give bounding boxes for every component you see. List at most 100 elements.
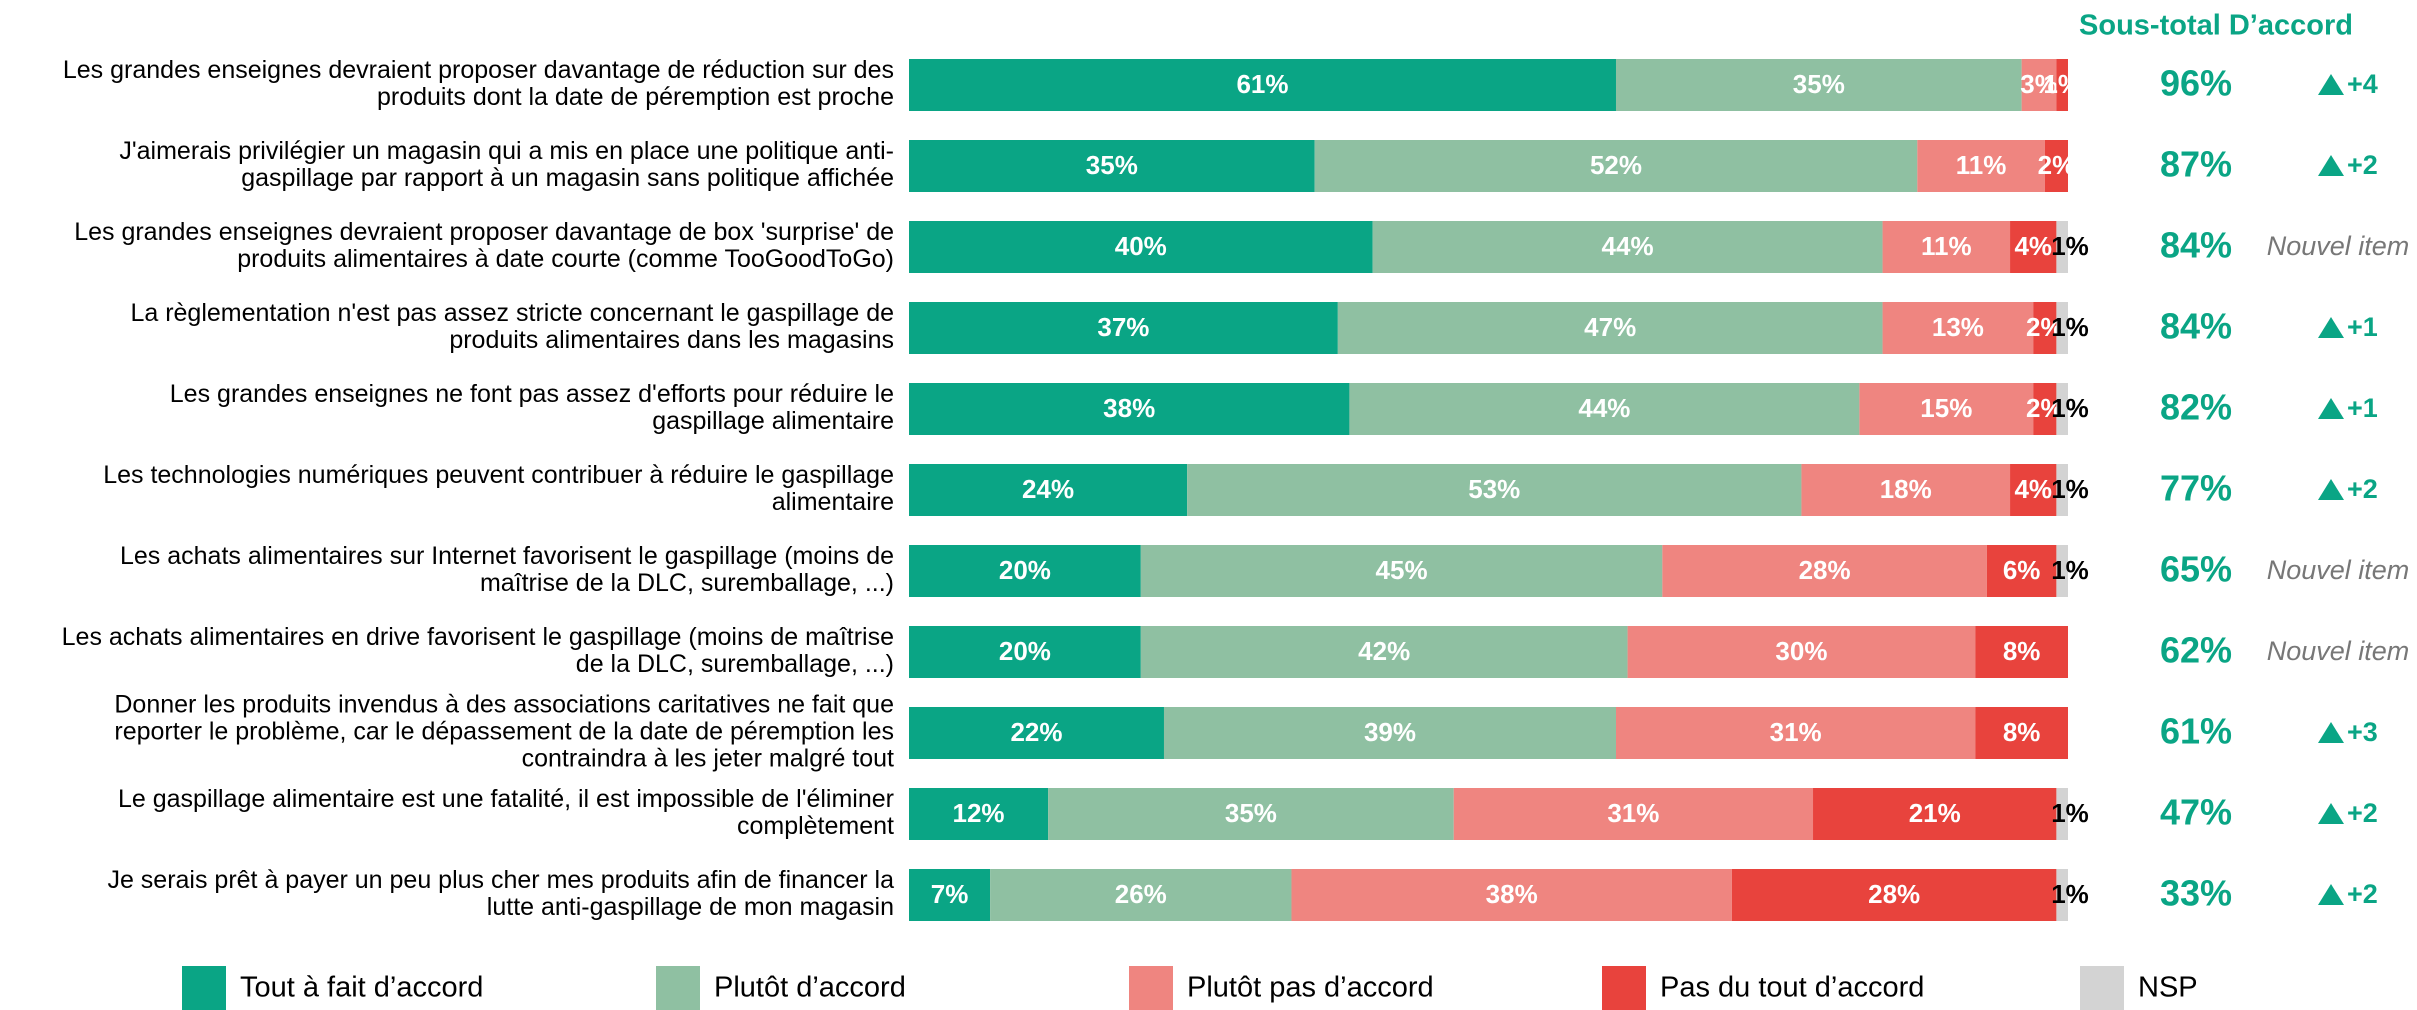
- evolution: Nouvel item: [2267, 555, 2410, 585]
- value-label: 30%: [1775, 636, 1827, 666]
- bar-segment: [990, 869, 1292, 921]
- value-label: 2%: [2038, 150, 2076, 180]
- bar-segment: [1140, 626, 1628, 678]
- value-label: 1%: [2051, 798, 2089, 828]
- category-label: produits dont la date de péremption est …: [377, 83, 894, 111]
- value-label: 1%: [2051, 393, 2089, 423]
- category-label: reporter le problème, car le dépassement…: [114, 718, 894, 746]
- bar-segment: [1917, 140, 2045, 192]
- value-label: 20%: [999, 555, 1051, 585]
- legend-swatch: [656, 966, 700, 1010]
- value-label: 3%: [2020, 69, 2058, 99]
- category-label: Les grandes enseignes devraient proposer…: [63, 56, 894, 84]
- bar-segment: [1986, 545, 2057, 597]
- legend-swatch: [1602, 966, 1646, 1010]
- value-label: 1%: [2051, 312, 2089, 342]
- bar-segment: [1627, 626, 1976, 678]
- evolution: Nouvel item: [2267, 231, 2410, 261]
- evolution: +1: [2347, 312, 2378, 342]
- bar-segment: [1337, 302, 1883, 354]
- bar-segment: [1048, 788, 1454, 840]
- bar-segment: [909, 707, 1164, 759]
- subtotal: 65%: [2160, 549, 2232, 590]
- category-label: gaspillage alimentaire: [652, 407, 894, 435]
- bar-segment: [2010, 221, 2057, 273]
- legend-label: Plutôt d’accord: [714, 972, 906, 1004]
- bar-segment: [909, 545, 1141, 597]
- value-label: 7%: [931, 879, 969, 909]
- bar-segment: [1662, 545, 1987, 597]
- value-label: 38%: [1486, 879, 1538, 909]
- bar-segment: [909, 383, 1350, 435]
- subtotal: 62%: [2160, 630, 2232, 671]
- category-label: contraindra à les jeter malgré tout: [522, 745, 894, 773]
- value-label: 47%: [1584, 312, 1636, 342]
- bar-segment: [909, 464, 1188, 516]
- bar-segment: [909, 788, 1049, 840]
- value-label: 31%: [1770, 717, 1822, 747]
- category-label: J'aimerais privilégier un magasin qui a …: [119, 137, 894, 165]
- bar-segment: [1731, 869, 2057, 921]
- value-label: 44%: [1602, 231, 1654, 261]
- bar-segment: [1372, 221, 1883, 273]
- subtotal: 82%: [2160, 387, 2232, 428]
- category-label: Les achats alimentaires sur Internet fav…: [120, 542, 894, 570]
- value-label: 8%: [2003, 717, 2041, 747]
- value-label: 39%: [1364, 717, 1416, 747]
- subtotal: 47%: [2160, 792, 2232, 833]
- bar-segment: [2044, 140, 2068, 192]
- value-label: 18%: [1880, 474, 1932, 504]
- value-label: 35%: [1086, 150, 1138, 180]
- value-label: 4%: [2014, 231, 2052, 261]
- trend-arrow: [2318, 74, 2344, 95]
- bar-segment: [1801, 464, 2011, 516]
- bar-segment: [1187, 464, 1802, 516]
- category-label: Donner les produits invendus à des assoc…: [114, 691, 894, 719]
- bar-segment: [1615, 707, 1976, 759]
- bar-segment: [2056, 869, 2068, 921]
- category-label: produits alimentaires dans les magasins: [449, 326, 894, 354]
- value-label: 26%: [1115, 879, 1167, 909]
- value-label: 1%: [2051, 474, 2089, 504]
- legend-label: Plutôt pas d’accord: [1187, 972, 1434, 1004]
- value-label: 38%: [1103, 393, 1155, 423]
- subtotal: 77%: [2160, 468, 2232, 509]
- bar-segment: [909, 140, 1315, 192]
- value-label: 35%: [1225, 798, 1277, 828]
- category-label: maîtrise de la DLC, suremballage, ...): [480, 569, 894, 597]
- category-label: Les grandes enseignes devraient proposer…: [74, 218, 894, 246]
- trend-arrow: [2318, 722, 2344, 743]
- category-label: alimentaire: [772, 488, 894, 516]
- value-label: 1%: [2051, 231, 2089, 261]
- category-label: de la DLC, suremballage, ...): [576, 650, 894, 678]
- bar-segment: [2056, 545, 2068, 597]
- category-label: Je serais prêt à payer un peu plus cher …: [107, 866, 894, 894]
- bar-segment: [1975, 707, 2068, 759]
- legend-label: Pas du tout d’accord: [1660, 972, 1924, 1004]
- value-label: 4%: [2014, 474, 2052, 504]
- evolution: Nouvel item: [2267, 636, 2410, 666]
- trend-arrow: [2318, 479, 2344, 500]
- bar-segment: [1615, 59, 2022, 111]
- legend-label: NSP: [2138, 972, 2198, 1004]
- value-label: 28%: [1799, 555, 1851, 585]
- value-label: 8%: [2003, 636, 2041, 666]
- value-label: 53%: [1468, 474, 1520, 504]
- category-label: Le gaspillage alimentaire est une fatali…: [118, 785, 894, 813]
- value-label: 40%: [1115, 231, 1167, 261]
- value-label: 24%: [1022, 474, 1074, 504]
- legend-swatch: [182, 966, 226, 1010]
- legend-swatch: [1129, 966, 1173, 1010]
- value-label: 44%: [1578, 393, 1630, 423]
- bar-segment: [1859, 383, 2034, 435]
- bar-segment: [909, 302, 1338, 354]
- bar-segment: [909, 221, 1373, 273]
- bar-segment: [1882, 221, 2011, 273]
- category-label: lutte anti-gaspillage de mon magasin: [487, 893, 894, 921]
- trend-arrow: [2318, 398, 2344, 419]
- value-label: 1%: [2051, 879, 2089, 909]
- subtotal: 96%: [2160, 63, 2232, 104]
- trend-arrow: [2318, 884, 2344, 905]
- value-label: 28%: [1868, 879, 1920, 909]
